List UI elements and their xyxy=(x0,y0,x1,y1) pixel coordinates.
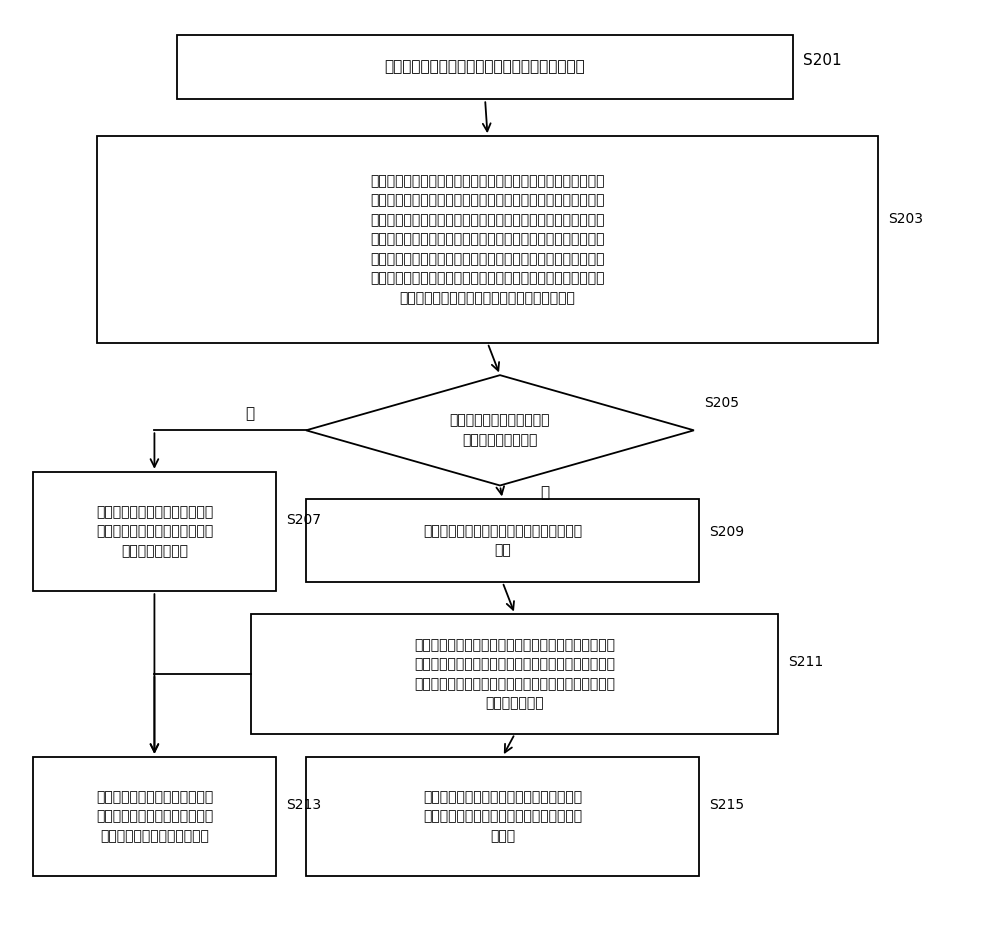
Text: S215: S215 xyxy=(709,797,744,811)
Text: 接收针对目标通信应用触发的用户识别卡设置指令: 接收针对目标通信应用触发的用户识别卡设置指令 xyxy=(385,59,585,75)
Text: 根据所述用户识别卡设置指令从所述至少两张用户识别卡中获取
用户选择的第一用户识别卡，将所述目标通信应用对应的第一优
先级用户识别卡设置为所述第一用户识别卡，从所: 根据所述用户识别卡设置指令从所述至少两张用户识别卡中获取 用户选择的第一用户识别… xyxy=(370,174,605,305)
Text: S205: S205 xyxy=(704,396,739,410)
Bar xyxy=(33,757,276,876)
Bar xyxy=(33,472,276,591)
Text: S211: S211 xyxy=(788,655,824,669)
Text: S207: S207 xyxy=(286,512,321,526)
Text: S201: S201 xyxy=(803,54,842,68)
Text: S213: S213 xyxy=(286,797,321,811)
Text: 接收针对所述目标通信应用触发的所述执行
指令: 接收针对所述目标通信应用触发的所述执行 指令 xyxy=(423,524,582,558)
Text: S209: S209 xyxy=(709,525,744,539)
Bar xyxy=(306,757,699,876)
Polygon shape xyxy=(306,376,694,486)
Text: 将所述目标通信应用对应的第一
优先级用户识别卡切换设置为所
述第二用户识别卡: 将所述目标通信应用对应的第一 优先级用户识别卡切换设置为所 述第二用户识别卡 xyxy=(96,505,213,558)
Text: 根据所述执行指令生成所述目标通信应用对应的操作界
面，并通过所述操作界面接收选择指令，所述选择指令
用于指示选择所述第一优先级用户识别卡或所述第二优
先级用户识: 根据所述执行指令生成所述目标通信应用对应的操作界 面，并通过所述操作界面接收选择… xyxy=(414,637,615,710)
Text: S203: S203 xyxy=(888,212,923,226)
Bar xyxy=(97,136,878,343)
Bar xyxy=(251,614,778,734)
Text: 当选择所述第二优先级用户识别卡时，采用
所述第二优先级用户识别卡执行所述目标通
信应用: 当选择所述第二优先级用户识别卡时，采用 所述第二优先级用户识别卡执行所述目标通 … xyxy=(423,790,582,843)
Bar xyxy=(177,35,793,99)
Bar xyxy=(306,500,699,582)
Text: 否: 否 xyxy=(540,485,549,500)
Text: 当选择所述第一优先级用户识别
卡时，采用所述第一优先级用户
识别卡执行所述目标通信应用: 当选择所述第一优先级用户识别 卡时，采用所述第一优先级用户 识别卡执行所述目标通… xyxy=(96,790,213,843)
Text: 是: 是 xyxy=(246,406,255,421)
Text: 检测所述终端是否满足预设
用户识别卡切换条件: 检测所述终端是否满足预设 用户识别卡切换条件 xyxy=(450,413,550,447)
